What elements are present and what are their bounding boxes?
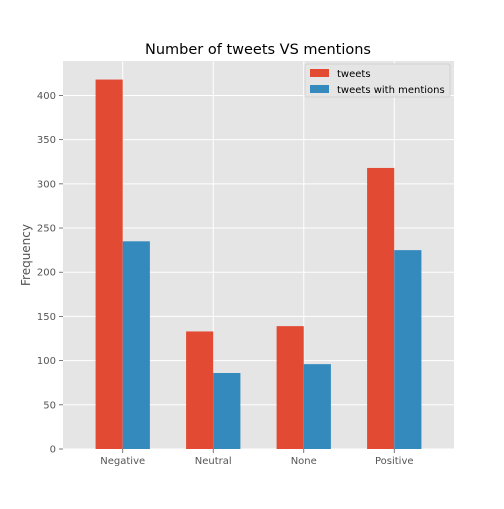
bar-tweets-with-mentions-none [303,364,331,449]
legend-label-tweets-with-mentions: tweets with mentions [337,85,445,96]
y-tick-label-150: 150 [37,312,56,323]
chart-title: Number of tweets VS mentions [145,42,371,58]
x-tick-label-none: None [291,456,317,467]
legend-swatch-tweets [310,69,329,77]
y-tick-label-400: 400 [37,91,56,102]
bar-tweets-with-mentions-neutral [213,372,241,449]
y-tick-label-0: 0 [50,445,56,456]
bar-tweets-negative [95,79,123,449]
legend: tweets tweets with mentions [304,63,451,98]
y-tick-label-200: 200 [37,268,56,279]
bars [95,79,422,449]
y-tick-label-50: 50 [43,400,56,411]
x-tick-label-neutral: Neutral [195,456,232,467]
x-tick-label-negative: Negative [100,456,145,467]
y-axis-label: Frequency [19,224,33,286]
y-tick-label-300: 300 [37,179,56,190]
bar-tweets-with-mentions-negative [122,241,150,449]
legend-box [304,63,451,98]
bar-tweets-neutral [186,331,214,449]
bar-tweets-none [276,326,304,449]
y-axis: 0 50 100 150 200 250 300 350 400 [37,91,63,456]
bar-tweets-positive [367,167,395,449]
x-axis: Negative Neutral None Positive [100,449,414,467]
legend-label-tweets: tweets [337,69,371,80]
y-tick-label-100: 100 [37,356,56,367]
x-tick-label-positive: Positive [375,456,414,467]
y-tick-label-350: 350 [37,135,56,146]
legend-swatch-tweets-with-mentions [310,85,329,93]
bar-tweets-with-mentions-positive [394,250,422,449]
y-tick-label-250: 250 [37,224,56,235]
